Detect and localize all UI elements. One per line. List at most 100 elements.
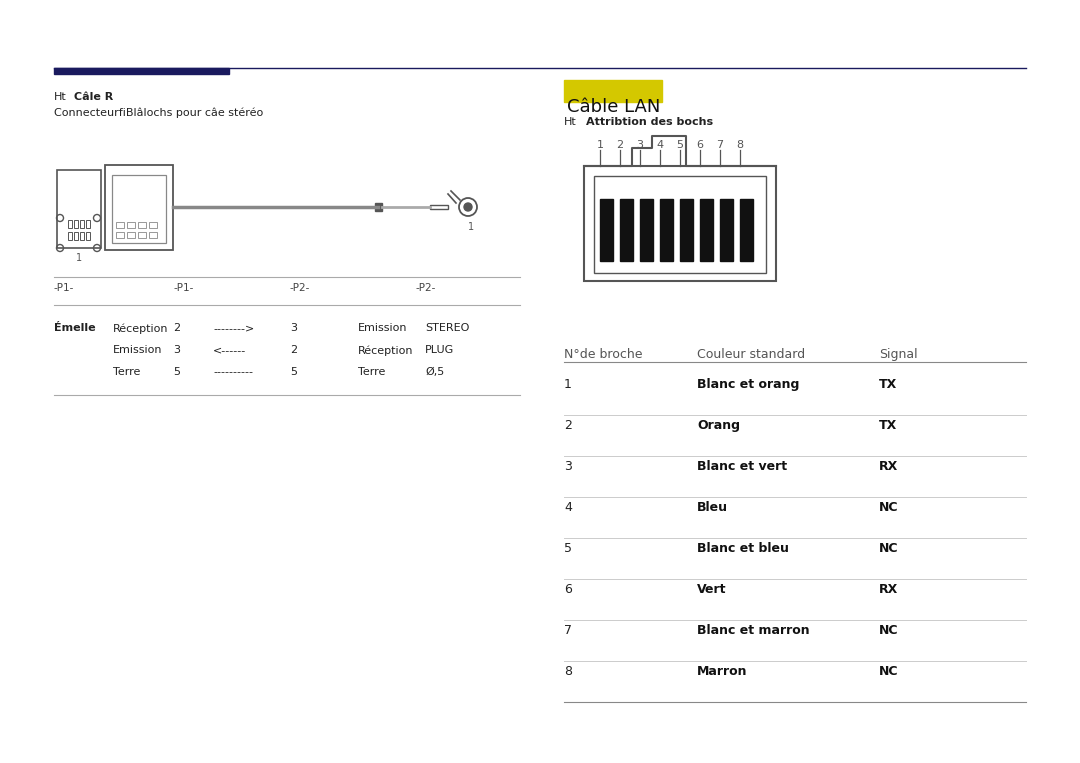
Bar <box>149 232 157 238</box>
Bar <box>680 199 693 261</box>
Text: -P1-: -P1- <box>54 283 75 293</box>
Text: NC: NC <box>879 542 899 555</box>
Bar <box>105 165 173 250</box>
Text: Orang: Orang <box>697 419 740 432</box>
Text: Couleur standard: Couleur standard <box>697 348 805 361</box>
Text: ----------: ---------- <box>213 367 253 377</box>
Text: 2: 2 <box>173 323 180 333</box>
Text: Ø,5: Ø,5 <box>426 367 444 377</box>
Text: <------: <------ <box>213 345 246 355</box>
Text: -P2-: -P2- <box>415 283 435 293</box>
Text: 6: 6 <box>697 140 703 150</box>
Text: TX: TX <box>879 378 897 391</box>
Text: 7: 7 <box>564 624 572 637</box>
Text: 4: 4 <box>657 140 663 150</box>
Text: 2: 2 <box>291 345 297 355</box>
Text: Blanc et marron: Blanc et marron <box>697 624 810 637</box>
Text: Marron: Marron <box>697 665 747 678</box>
Text: Réception: Réception <box>357 345 414 356</box>
Text: Ht: Ht <box>564 117 577 127</box>
Bar <box>720 199 733 261</box>
Bar <box>86 220 90 228</box>
Bar <box>430 205 448 209</box>
Text: 3: 3 <box>173 345 180 355</box>
Text: Signal: Signal <box>879 348 918 361</box>
Bar <box>127 222 135 228</box>
Bar <box>127 232 135 238</box>
Bar <box>149 222 157 228</box>
Bar <box>375 203 382 211</box>
Bar <box>740 199 753 261</box>
Text: Bleu: Bleu <box>697 501 728 514</box>
Text: Blanc et orang: Blanc et orang <box>697 378 799 391</box>
Text: 2: 2 <box>617 140 623 150</box>
Bar <box>68 220 72 228</box>
Bar <box>116 222 124 228</box>
Text: 4: 4 <box>564 501 572 514</box>
Text: 3: 3 <box>564 460 572 473</box>
Text: Câble LAN: Câble LAN <box>567 98 660 116</box>
Text: 6: 6 <box>564 583 572 596</box>
Text: N°de broche: N°de broche <box>564 348 643 361</box>
Text: 1: 1 <box>596 140 604 150</box>
Bar <box>80 220 84 228</box>
Text: NC: NC <box>879 501 899 514</box>
Text: STEREO: STEREO <box>426 323 470 333</box>
Text: 8: 8 <box>737 140 743 150</box>
Text: 2: 2 <box>564 419 572 432</box>
Text: NC: NC <box>879 624 899 637</box>
Bar <box>660 199 673 261</box>
Text: 8: 8 <box>564 665 572 678</box>
Text: 5: 5 <box>676 140 684 150</box>
Text: -P1-: -P1- <box>173 283 193 293</box>
Text: NC: NC <box>879 665 899 678</box>
Text: Attribtion des bochs: Attribtion des bochs <box>586 117 713 127</box>
Text: Emission: Emission <box>357 323 407 333</box>
Bar <box>700 199 713 261</box>
Text: ConnecteurfiBlâlochs pour câe stéréo: ConnecteurfiBlâlochs pour câe stéréo <box>54 107 264 118</box>
Bar <box>75 232 78 240</box>
Text: Terre: Terre <box>357 367 386 377</box>
Bar <box>54 68 229 74</box>
Text: Blanc et bleu: Blanc et bleu <box>697 542 788 555</box>
Text: 7: 7 <box>716 140 724 150</box>
Text: 3: 3 <box>636 140 644 150</box>
Bar <box>640 199 653 261</box>
Bar <box>138 232 146 238</box>
Text: Réception: Réception <box>113 323 168 333</box>
Bar <box>75 220 78 228</box>
Text: TX: TX <box>879 419 897 432</box>
Text: Vert: Vert <box>697 583 727 596</box>
Text: Emission: Emission <box>113 345 162 355</box>
Bar <box>86 232 90 240</box>
Text: 3: 3 <box>291 323 297 333</box>
Text: 5: 5 <box>291 367 297 377</box>
Bar <box>600 199 613 261</box>
Bar <box>594 176 766 273</box>
Bar <box>68 232 72 240</box>
Bar <box>564 80 662 102</box>
Text: 1: 1 <box>76 253 82 263</box>
Text: Terre: Terre <box>113 367 140 377</box>
Text: Blanc et vert: Blanc et vert <box>697 460 787 473</box>
Bar <box>584 166 777 281</box>
Text: 5: 5 <box>564 542 572 555</box>
Bar <box>57 170 102 248</box>
Bar <box>80 232 84 240</box>
Bar <box>116 232 124 238</box>
Bar <box>112 175 166 243</box>
Text: PLUG: PLUG <box>426 345 455 355</box>
Text: -P2-: -P2- <box>291 283 310 293</box>
Text: RX: RX <box>879 460 899 473</box>
Text: Ht: Ht <box>54 92 67 102</box>
Bar <box>620 199 633 261</box>
Bar <box>138 222 146 228</box>
Text: -------->: --------> <box>213 323 254 333</box>
Text: RX: RX <box>879 583 899 596</box>
Circle shape <box>464 203 472 211</box>
Text: Câle R: Câle R <box>75 92 113 102</box>
Text: 1: 1 <box>468 222 474 232</box>
Text: 5: 5 <box>173 367 180 377</box>
Text: Émelle: Émelle <box>54 323 96 333</box>
Text: 1: 1 <box>564 378 572 391</box>
